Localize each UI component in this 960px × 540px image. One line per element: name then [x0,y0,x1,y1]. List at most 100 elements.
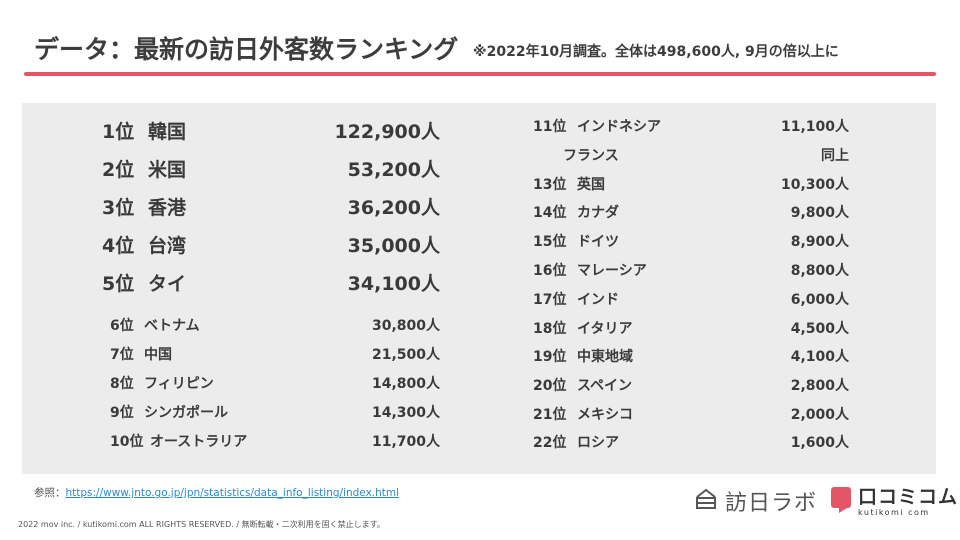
ranking-value: 11,100人 [780,119,849,135]
ranking-rank: 2位 [102,158,135,181]
ranking-value: 14,800人 [371,376,440,392]
ranking-row: 9位 シンガポール 14,300人 [110,402,440,422]
ranking-rank: 4位 [102,234,135,257]
ranking-row: 2位 米国 53,200人 [102,154,440,182]
ranking-row: 15位 ドイツ 8,900人 [533,231,849,251]
ranking-rank: 15位 [533,234,567,250]
ranking-rank: 6位 [110,318,134,334]
ranking-country: 米国 [148,158,187,181]
page-subtitle: ※2022年10月調査。全体は498,600人, 9月の倍以上に [473,44,839,60]
ranking-rank: 19位 [533,349,567,365]
ranking-row: 6位 ベトナム 30,800人 [110,315,440,335]
title-divider [24,72,936,76]
ranking-rank: 22位 [533,435,567,451]
ranking-value: 8,900人 [790,234,849,250]
ranking-value: 6,000人 [790,292,849,308]
kutikomu-logo: 口コミコム kutikomi com [830,486,958,518]
ranking-value: 8,800人 [790,263,849,279]
houjin-lab-wordmark: 訪日ラボ [725,491,818,516]
ranking-row: 21位 メキシコ 2,000人 [533,404,849,424]
ranking-row: 5位 タイ 34,100人 [102,268,440,296]
ranking-row: 22位 ロシア 1,600人 [533,432,849,452]
ranking-row: 8位 フィリピン 14,800人 [110,373,440,393]
ranking-rank: 10位 [110,434,144,450]
ranking-value: 35,000人 [347,234,440,257]
ranking-rank: 11位 [533,119,567,135]
ranking-row: 17位 インド 6,000人 [533,289,849,309]
ranking-rank: 7位 [110,347,134,363]
ranking-rank: 1位 [102,120,135,143]
ranking-rank: 18位 [533,321,567,337]
ranking-value: 14,300人 [371,405,440,421]
kutikomu-wordmark: 口コミコム [858,485,959,508]
ranking-row: 3位 香港 36,200人 [102,192,440,220]
ranking-value: 122,900人 [334,120,440,143]
ranking-country: マレーシア [577,263,647,279]
ranking-value: 1,600人 [790,435,849,451]
ranking-row: 18位 イタリア 4,500人 [533,318,849,338]
ranking-row: 14位 カナダ 9,800人 [533,202,849,222]
ranking-value: 4,500人 [790,321,849,337]
ranking-country: インドネシア [577,119,661,135]
reference-link[interactable]: https://www.jnto.go.jp/jpn/statistics/da… [65,487,400,499]
ranking-country: シンガポール [144,405,228,421]
ranking-country: フィリピン [144,376,214,392]
ranking-country: 中国 [144,347,172,363]
ranking-row: フランス 同上 [533,145,849,165]
ranking-row: 16位 マレーシア 8,800人 [533,260,849,280]
ranking-value: 30,800人 [371,318,440,334]
ranking-rank: 20位 [533,378,567,394]
ranking-row: 1位 韓国 122,900人 [102,116,440,144]
ranking-value: 10,300人 [780,177,849,193]
ranking-row: 20位 スペイン 2,800人 [533,375,849,395]
ranking-rank: 8位 [110,376,134,392]
ranking-row: 10位 オーストラリア 11,700人 [110,431,440,451]
ranking-country: タイ [148,272,187,295]
ranking-value: 21,500人 [371,347,440,363]
copyright-notice: 2022 mov inc. / kutikomi.com ALL RIGHTS … [18,520,385,529]
reference-line: 参照：https://www.jnto.go.jp/jpn/statistics… [34,485,399,500]
ranking-rank: 14位 [533,205,567,221]
kutikomu-sub-wordmark: kutikomi com [858,507,930,517]
ranking-country: ロシア [577,435,619,451]
ranking-country: オーストラリア [150,434,248,450]
ranking-rank: 16位 [533,263,567,279]
ranking-country: メキシコ [577,407,633,423]
reference-label: 参照： [34,487,66,499]
ranking-row: 11位 インドネシア 11,100人 [533,116,849,136]
page-title: データ：最新の訪日外客数ランキング [34,35,459,64]
ranking-country: 香港 [148,196,187,219]
ranking-row: 7位 中国 21,500人 [110,344,440,364]
ranking-value: 34,100人 [347,272,440,295]
ranking-value: 同上 [821,148,849,164]
ranking-country: 台湾 [148,234,187,257]
ranking-rank: 5位 [102,272,135,295]
ranking-rank: 3位 [102,196,135,219]
ranking-country: カナダ [577,205,619,221]
ranking-country: 中東地域 [577,349,633,365]
ranking-country: イタリア [577,321,633,337]
houjin-lab-mark-icon [693,486,719,516]
ranking-rank: 9位 [110,405,134,421]
ranking-value: 2,000人 [790,407,849,423]
speech-bubble-icon [830,486,852,518]
ranking-value: 11,700人 [371,434,440,450]
ranking-country: インド [577,292,619,308]
ranking-row: 19位 中東地域 4,100人 [533,346,849,366]
ranking-country: ドイツ [577,234,619,250]
ranking-value: 36,200人 [347,196,440,219]
ranking-country: ベトナム [144,318,200,334]
ranking-value: 53,200人 [347,158,440,181]
ranking-value: 4,100人 [790,349,849,365]
ranking-panel [22,103,936,474]
ranking-rank: 21位 [533,407,567,423]
ranking-rank: 17位 [533,292,567,308]
ranking-value: 9,800人 [790,205,849,221]
ranking-country: フランス [563,148,619,164]
ranking-country: スペイン [577,378,633,394]
ranking-row: 4位 台湾 35,000人 [102,230,440,258]
ranking-value: 2,800人 [790,378,849,394]
ranking-country: 英国 [577,177,605,193]
ranking-country: 韓国 [148,120,187,143]
ranking-row: 13位 英国 10,300人 [533,174,849,194]
